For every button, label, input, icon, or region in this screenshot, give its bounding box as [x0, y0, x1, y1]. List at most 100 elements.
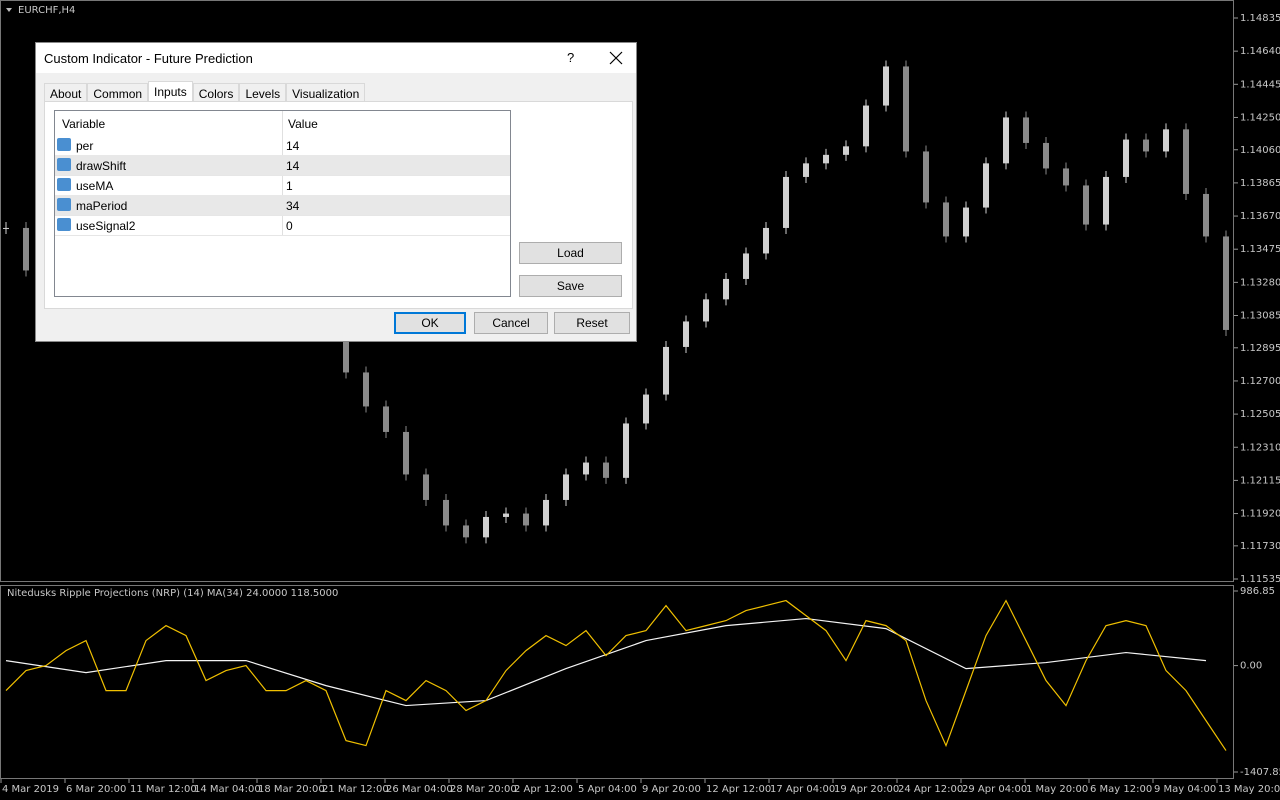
candle-body: [723, 278, 729, 300]
candle-body: [763, 227, 769, 254]
candle-body: [423, 474, 429, 500]
reset-button[interactable]: Reset: [554, 312, 630, 334]
variable-name: per: [76, 139, 94, 153]
y-tick-label: 1.13475: [1240, 244, 1280, 255]
symbol-label: EURCHF,H4: [18, 5, 75, 16]
candle-body: [943, 202, 949, 237]
y-tick-label: 1.11730: [1240, 541, 1280, 552]
x-tick-label: 6 Mar 20:00: [66, 784, 126, 795]
ma-line: [5, 617, 1207, 707]
variable-icon: [57, 218, 71, 231]
y-tick-label: 1.13280: [1240, 277, 1280, 288]
candle-body: [1183, 129, 1189, 194]
x-tick-label: 26 Mar 04:00: [386, 784, 453, 795]
candle-body: [1203, 193, 1209, 237]
x-tick-label: 2 Apr 12:00: [514, 784, 573, 795]
variable-icon: [57, 198, 71, 211]
candle-body: [543, 499, 549, 526]
candle-body: [383, 406, 389, 432]
y-tick-label: 986.85: [1240, 586, 1275, 597]
tab[interactable]: About: [44, 83, 88, 104]
tab[interactable]: Inputs: [148, 81, 193, 104]
candle-body: [883, 66, 889, 106]
tab[interactable]: Colors: [192, 83, 240, 104]
candle-body: [603, 462, 609, 478]
x-tick-label: 17 Apr 04:00: [770, 784, 835, 795]
candle-body: [1043, 142, 1049, 169]
table-row[interactable]: maPeriod 34: [55, 195, 510, 216]
variable-name: drawShift: [76, 159, 127, 173]
y-tick-label: 1.14445: [1240, 79, 1280, 90]
y-tick-label: -1407.85: [1240, 767, 1280, 778]
candle-body: [583, 462, 589, 475]
column-header: Value: [288, 117, 318, 131]
variable-value: 34: [286, 199, 300, 213]
ok-button[interactable]: OK: [394, 312, 466, 334]
candle-body: [903, 66, 909, 152]
x-tick-label: 1 May 20:00: [1026, 784, 1088, 795]
title-bar: Custom Indicator - Future Prediction ?: [36, 43, 636, 73]
y-tick-label: 1.12505: [1240, 409, 1280, 420]
candle-body: [663, 346, 669, 395]
candle-body: [923, 151, 929, 203]
symbol-arrow: [6, 8, 12, 12]
cancel-button[interactable]: Cancel: [474, 312, 548, 334]
table-row[interactable]: drawShift 14: [55, 155, 510, 176]
y-tick-label: 1.14060: [1240, 145, 1280, 156]
x-tick-label: 24 Apr 12:00: [898, 784, 963, 795]
candle-body: [623, 423, 629, 478]
x-tick-label: 28 Mar 20:00: [450, 784, 517, 795]
y-tick-label: 1.12115: [1240, 475, 1280, 486]
help-button[interactable]: ?: [567, 50, 575, 65]
table-row[interactable]: useMA 1: [55, 175, 510, 196]
candle-body: [683, 321, 689, 347]
inputs-panel: Variable Value per 14 drawShift 14 useMA 1 maP…: [44, 101, 633, 309]
x-tick-label: 6 May 12:00: [1090, 784, 1152, 795]
x-tick-label: 14 Mar 04:00: [194, 784, 261, 795]
y-tick-label: 1.11535: [1240, 574, 1280, 585]
candle-body: [343, 329, 349, 373]
x-tick-label: 12 Apr 12:00: [706, 784, 771, 795]
nrp-line: [5, 599, 1227, 751]
tab[interactable]: Common: [87, 83, 149, 104]
x-tick-label: 19 Apr 20:00: [834, 784, 899, 795]
table-row[interactable]: useSignal2 0: [55, 215, 510, 236]
variable-name: maPeriod: [76, 199, 128, 213]
candle-body: [843, 146, 849, 155]
variable-name: useSignal2: [76, 219, 136, 233]
tab-bar: About Common Inputs Colors Levels Visualizati…: [44, 81, 366, 104]
candle-body: [1163, 129, 1169, 152]
load-button[interactable]: Load: [519, 242, 622, 264]
tab[interactable]: Visualization: [286, 83, 366, 104]
variable-value: 0: [286, 219, 293, 233]
candle-body: [743, 253, 749, 279]
indicator-dialog: Custom Indicator - Future Prediction ? A…: [35, 42, 637, 342]
candle-body: [403, 431, 409, 475]
x-tick-label: 18 Mar 20:00: [258, 784, 325, 795]
x-tick-label: 5 Apr 04:00: [578, 784, 637, 795]
y-tick-label: 0.00: [1240, 661, 1262, 672]
candle-body: [803, 163, 809, 177]
candle-body: [463, 525, 469, 538]
close-button[interactable]: [609, 51, 623, 65]
x-tick-label: 21 Mar 12:00: [322, 784, 389, 795]
tab[interactable]: Levels: [239, 83, 287, 104]
save-button[interactable]: Save: [519, 275, 622, 297]
candle-body: [483, 516, 489, 538]
y-tick-label: 1.14835: [1240, 13, 1280, 24]
y-tick-label: 1.13085: [1240, 311, 1280, 322]
x-tick-label: 4 Mar 2019: [2, 784, 59, 795]
y-tick-label: 1.14250: [1240, 112, 1280, 123]
column-header: Variable: [62, 117, 106, 131]
x-tick-label: 9 May 04:00: [1154, 784, 1216, 795]
candle-body: [1023, 117, 1029, 143]
candle-body: [563, 474, 569, 500]
candle-body: [963, 207, 969, 237]
variable-icon: [57, 138, 71, 151]
table-row[interactable]: per 14: [55, 135, 510, 156]
candle-body: [703, 299, 709, 322]
y-tick-label: 1.13670: [1240, 211, 1280, 222]
inputs-table: Variable Value per 14 drawShift 14 useMA 1 maP…: [54, 110, 511, 297]
